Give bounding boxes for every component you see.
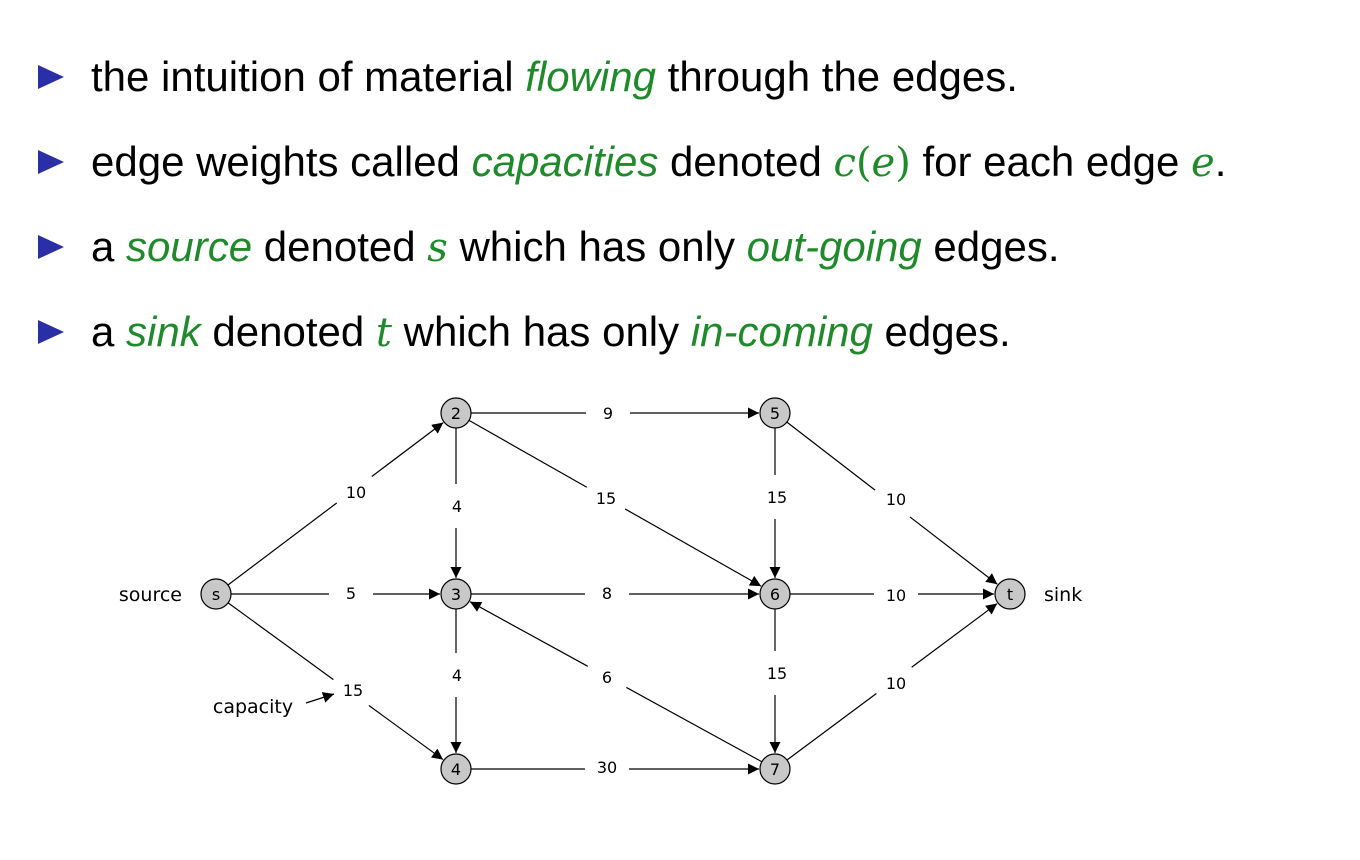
node-4: 4 (440, 753, 472, 785)
node-circle (440, 397, 472, 429)
edge-capacity-label: 15 (343, 681, 363, 700)
emphasized-term: sink (126, 308, 201, 355)
node-label: s (212, 585, 220, 604)
node-label: 7 (770, 760, 780, 779)
node-label: 6 (770, 585, 780, 604)
sink-label: sink (1044, 584, 1082, 606)
edge-s-2-tail (227, 502, 338, 586)
edge-7-3-head (469, 601, 589, 667)
node-label: 3 (451, 585, 461, 604)
emphasized-term: in-coming (690, 308, 873, 355)
node-t: t (994, 578, 1026, 610)
emphasized-term: flowing (525, 53, 656, 100)
text-run: a (91, 223, 127, 270)
text-run: edge weights called (91, 138, 472, 185)
edge-2-6-head (624, 508, 762, 587)
edge-s-2-head (371, 422, 444, 477)
node-label: t (1007, 585, 1013, 604)
math-symbol: t (375, 310, 392, 356)
node-3: 3 (440, 578, 472, 610)
edge-7-t-tail (786, 693, 877, 761)
edge-2-6-tail (468, 419, 588, 488)
math-symbol: ) (895, 140, 911, 186)
triangle-bullet-icon (38, 65, 64, 89)
bullet-text: the intuition of material flowing throug… (91, 47, 1018, 107)
node-s: s (200, 578, 232, 610)
edge-s-4-tail (227, 602, 334, 681)
edge-capacity-label: 6 (602, 668, 612, 687)
edge-7-3-tail (626, 686, 763, 763)
emphasized-term: out-going (746, 223, 922, 270)
emphasized-term: capacities (471, 138, 659, 185)
text-run: edges. (921, 223, 1060, 270)
node-7: 7 (759, 753, 791, 785)
edge-5-t-tail (786, 421, 876, 491)
math-symbol: e (1191, 140, 1215, 186)
math-symbol: ( (855, 140, 872, 186)
bullet-text: edge weights called capacities denoted c… (91, 132, 1226, 193)
node-label: 4 (451, 760, 461, 779)
edge-capacity-label: 15 (767, 488, 787, 507)
text-run: through the edges. (655, 53, 1018, 100)
triangle-bullet-icon (38, 150, 64, 174)
source-label: source (119, 584, 182, 606)
text-run: denoted (200, 308, 376, 355)
math-symbol: s (427, 225, 448, 271)
node-circle (200, 578, 232, 610)
node-circle (994, 578, 1026, 610)
edge-capacity-label: 15 (596, 489, 616, 508)
node-2: 2 (440, 397, 472, 429)
node-label: 2 (451, 404, 461, 423)
text-run: which has only (391, 308, 691, 355)
text-run: a (91, 308, 127, 355)
edge-capacity-label: 10 (346, 483, 366, 502)
triangle-bullet-icon (38, 320, 64, 344)
edge-capacity-label: 4 (452, 497, 462, 516)
triangle-bullet-icon (38, 235, 64, 259)
edge-7-t-head (911, 603, 998, 668)
edge-capacity-label: 9 (603, 404, 613, 423)
node-6: 6 (759, 578, 791, 610)
edge-capacity-label: 5 (346, 584, 356, 603)
edge-capacity-label: 15 (767, 664, 787, 683)
node-5: 5 (759, 397, 791, 429)
node-circle (759, 753, 791, 785)
capacity-pointer-arrow (305, 692, 335, 704)
node-circle (759, 578, 791, 610)
edge-capacity-label: 10 (886, 674, 906, 693)
node-circle (440, 753, 472, 785)
edge-capacity-label: 8 (602, 584, 612, 603)
edge-5-t-head (909, 516, 998, 585)
text-run: which has only (447, 223, 747, 270)
edge-capacity-label: 30 (597, 758, 617, 777)
edge-s-4-head (368, 705, 444, 761)
emphasized-term: source (126, 223, 253, 270)
math-symbol: c (833, 140, 856, 186)
edge-capacity-label: 10 (886, 586, 906, 605)
node-circle (759, 397, 791, 429)
text-run: denoted (658, 138, 834, 185)
edge-capacity-label: 10 (886, 490, 906, 509)
edge-capacity-label: 4 (452, 666, 462, 685)
text-run: . (1214, 138, 1227, 185)
text-run: edges. (872, 308, 1011, 355)
text-run: denoted (252, 223, 428, 270)
math-symbol: e (871, 140, 896, 186)
capacity-label: capacity (213, 696, 293, 718)
bullet-text: a source denoted s which has only out-go… (91, 217, 1060, 278)
node-circle (440, 578, 472, 610)
node-label: 5 (770, 404, 780, 423)
text-run: the intuition of material (91, 53, 526, 100)
bullet-text: a sink denoted t which has only in-comin… (91, 302, 1011, 363)
text-run: for each edge (910, 138, 1192, 185)
